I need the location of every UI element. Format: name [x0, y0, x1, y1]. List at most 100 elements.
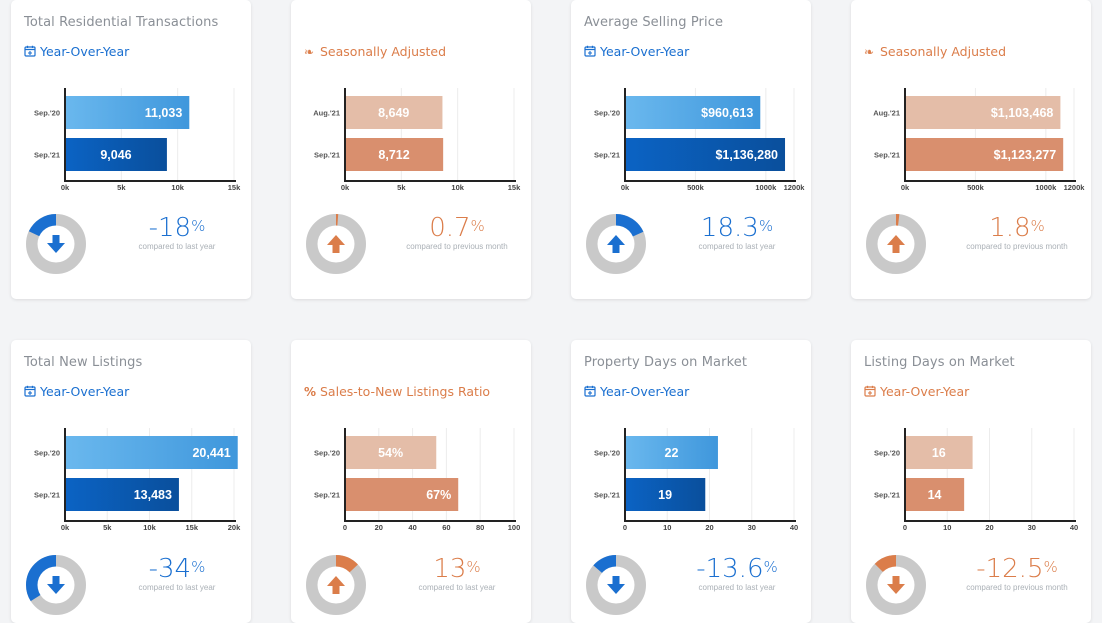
x-tick-label: 20	[375, 523, 383, 532]
bar[interactable]	[65, 478, 179, 511]
change-readout: -12.5% compared to previous month	[955, 555, 1079, 592]
bar-value-label: 16	[932, 446, 946, 460]
compared-label: compared to last year	[698, 583, 776, 592]
bar[interactable]	[345, 96, 443, 129]
card-subtitle: Year-Over-Year	[584, 44, 689, 59]
x-tick-label: 10k	[143, 523, 156, 532]
bar[interactable]	[905, 436, 973, 469]
change-number: 1.8	[989, 213, 1031, 243]
calendar-plus-icon	[24, 385, 37, 399]
category-label: Sep.'21	[34, 491, 60, 500]
bar-value-label: 9,046	[100, 148, 131, 162]
x-tick-label: 10k	[451, 183, 464, 192]
bar-value-label: $1,123,277	[994, 148, 1057, 162]
x-tick-label: 15k	[508, 183, 521, 192]
change-readout: -34% compared to last year	[115, 555, 239, 592]
change-number: 13	[433, 554, 467, 584]
x-tick-label: 10	[943, 523, 951, 532]
category-label: Sep.'20	[594, 449, 620, 458]
x-tick-label: 10	[663, 523, 671, 532]
x-tick-label: 0k	[901, 183, 910, 192]
compared-label: compared to previous month	[966, 242, 1068, 251]
category-label: Sep.'20	[314, 449, 340, 458]
subtitle-label: Seasonally Adjusted	[880, 44, 1007, 59]
change-number: -12.5	[976, 554, 1044, 584]
change-donut	[586, 214, 646, 274]
x-tick-label: 500k	[687, 183, 705, 192]
bar-value-label: 11,033	[145, 106, 183, 120]
leaf-icon: ❧	[304, 44, 315, 59]
x-tick-label: 40	[790, 523, 798, 532]
compared-label: compared to previous month	[406, 242, 508, 251]
stat-card: Total Residential Transactions Year-Over-…	[11, 0, 251, 299]
bar[interactable]	[65, 138, 167, 171]
x-tick-label: 1200k	[784, 183, 806, 192]
bar-value-label: 13,483	[134, 488, 172, 502]
calendar-plus-icon	[24, 45, 37, 59]
bar-chart: $1,103,468 Aug.'21 $1,123,277 Sep.'21 0k 500k…	[873, 88, 1085, 192]
stat-card: Total New Listings Year-Over-Year 20,441 Se…	[11, 340, 251, 623]
bar-value-label: $960,613	[701, 106, 753, 120]
bar-chart: 8,649 Aug.'21 8,712 Sep.'21 0k 5k 10k 15k	[313, 88, 521, 192]
x-tick-label: 40	[1070, 523, 1078, 532]
change-readout: 18.3% compared to last year	[675, 214, 799, 251]
calendar-plus-icon	[584, 385, 597, 399]
bar[interactable]	[345, 436, 437, 469]
x-tick-label: 20	[705, 523, 713, 532]
percent-sign: %	[758, 217, 774, 235]
x-tick-label: 15k	[185, 523, 198, 532]
category-label: Sep.'21	[874, 491, 900, 500]
category-label: Sep.'21	[594, 151, 620, 160]
card-title: Total New Listings	[24, 355, 143, 370]
bar[interactable]	[625, 138, 786, 171]
card-subtitle: Year-Over-Year	[24, 44, 129, 59]
card-title: Average Selling Price	[584, 15, 724, 30]
stat-card: ❧ Seasonally Adjusted 8,649 Aug.'21 8,712 Sep…	[291, 0, 531, 299]
x-tick-label: 40	[408, 523, 416, 532]
bar[interactable]	[65, 96, 190, 129]
x-tick-label: 0k	[621, 183, 630, 192]
x-tick-label: 20k	[228, 523, 241, 532]
x-tick-label: 20	[985, 523, 993, 532]
percent-sign: %	[470, 217, 485, 235]
bar[interactable]	[345, 478, 459, 511]
change-donut	[306, 555, 366, 615]
percent-sign: %	[763, 558, 778, 576]
change-donut	[26, 214, 86, 274]
bar[interactable]	[65, 436, 238, 469]
bar[interactable]	[625, 436, 718, 469]
category-label: Sep.'20	[874, 449, 900, 458]
arrow-down-icon	[47, 576, 65, 594]
change-arc	[866, 214, 926, 274]
change-readout: -13.6% compared to last year	[675, 555, 799, 592]
change-readout: 0.7% compared to previous month	[395, 214, 519, 251]
bar-chart: 11,033 Sep.'20 9,046 Sep.'21 0k 5k 10k 15k	[34, 88, 241, 192]
bar[interactable]	[625, 478, 706, 511]
change-donut	[866, 555, 926, 615]
change-donut	[26, 555, 86, 615]
bar[interactable]	[345, 138, 444, 171]
bar-value-label: 67%	[426, 488, 451, 502]
change-readout: 13% compared to last year	[395, 555, 519, 592]
compared-label: compared to previous month	[966, 583, 1068, 592]
bar-chart: $960,613 Sep.'20 $1,136,280 Sep.'21 0k 500k 10…	[594, 88, 806, 192]
card-title: Listing Days on Market	[864, 355, 1015, 370]
leaf-icon: ❧	[864, 44, 875, 59]
x-tick-label: 1000k	[755, 183, 777, 192]
change-arc	[26, 555, 86, 615]
change-donut	[306, 214, 366, 274]
card-subtitle: ❧ Seasonally Adjusted	[304, 44, 446, 59]
change-value: -18%	[115, 214, 239, 242]
x-tick-label: 0k	[341, 183, 350, 192]
bar[interactable]	[905, 96, 1061, 129]
bar-value-label: 8,712	[378, 148, 409, 162]
category-label: Aug.'21	[873, 109, 900, 118]
card-subtitle: Year-Over-Year	[584, 384, 689, 399]
bar[interactable]	[625, 96, 761, 129]
bar[interactable]	[905, 138, 1064, 171]
percent-icon: %	[304, 384, 317, 399]
subtitle-label: Seasonally Adjusted	[320, 44, 447, 59]
bar-chart: 22 Sep.'20 19 Sep.'21 0 10 20 30 40	[594, 428, 798, 532]
change-arc	[26, 214, 86, 274]
bar[interactable]	[905, 478, 965, 511]
